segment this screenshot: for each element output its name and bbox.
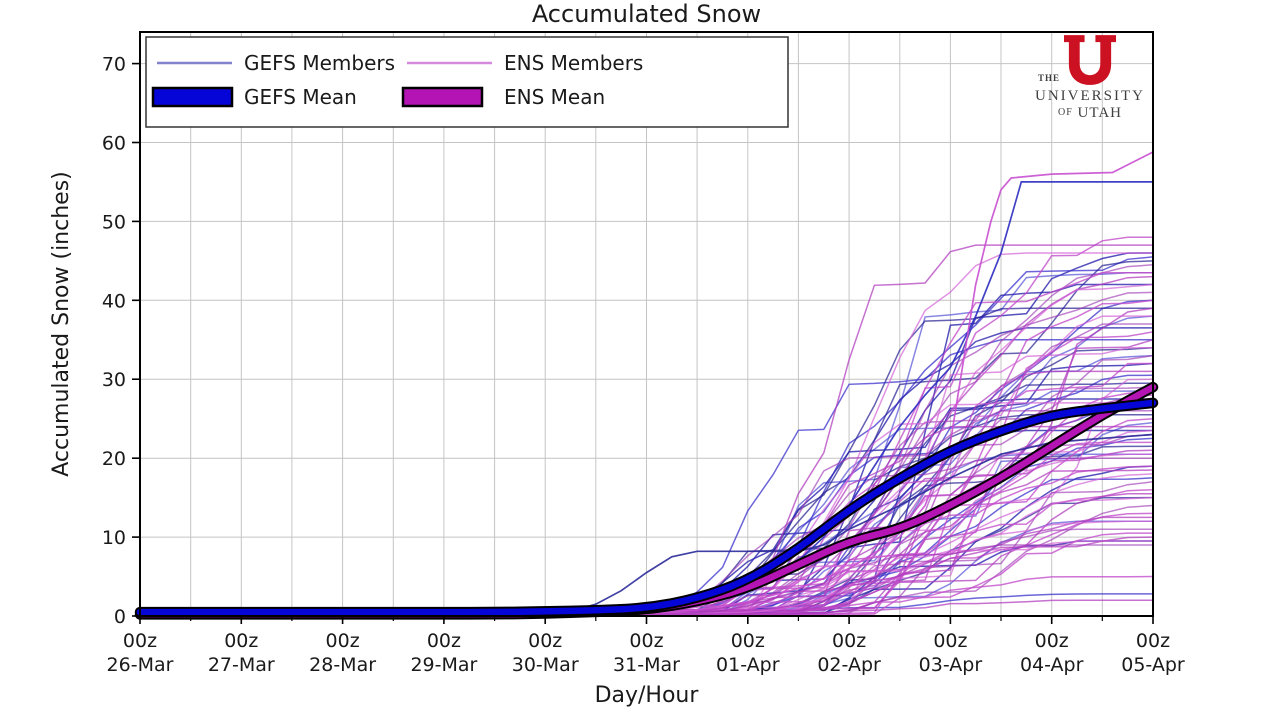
- legend-ens-mean-label: ENS Mean: [504, 85, 605, 109]
- logo-the-text: THE: [1037, 73, 1060, 83]
- y-tick-label: 60: [102, 133, 126, 155]
- utah-u-icon: [1064, 35, 1116, 85]
- x-tick-date-label: 29-Mar: [410, 654, 477, 676]
- y-tick-label: 30: [102, 369, 126, 391]
- x-tick-hour-label: 00z: [731, 630, 765, 652]
- logo-utah-text: UTAH: [1077, 105, 1122, 121]
- legend-box: [145, 36, 789, 128]
- y-tick-label: 70: [102, 54, 126, 76]
- x-axis-label: Day/Hour: [595, 683, 700, 708]
- y-tick-label: 20: [102, 448, 126, 470]
- logo-of-text: OF: [1057, 107, 1073, 118]
- x-tick-date-label: 28-Mar: [309, 654, 376, 676]
- x-tick-hour-label: 00z: [427, 630, 461, 652]
- gefs-member-line: [140, 433, 1154, 613]
- chart-title: Accumulated Snow: [532, 0, 761, 28]
- x-tick-date-label: 01-Apr: [716, 654, 780, 676]
- legend-ens-members-label: ENS Members: [504, 51, 643, 75]
- x-tick-hour-label: 00z: [326, 630, 360, 652]
- logo-university-text: UNIVERSITY: [1035, 88, 1145, 104]
- x-tick-date-label: 31-Mar: [613, 654, 680, 676]
- legend-ens-mean-swatch: [401, 86, 484, 108]
- x-tick-hour-label: 00z: [832, 630, 866, 652]
- utah-u-shape: [1064, 35, 1116, 85]
- logo-ofutah-text: OF UTAH: [1018, 105, 1162, 122]
- x-tick-date-label: 27-Mar: [208, 654, 275, 676]
- utah-logo: THE UNIVERSITY OF UTAH: [1018, 34, 1162, 122]
- y-tick-label: 40: [102, 290, 126, 312]
- x-tick-date-label: 03-Apr: [919, 654, 983, 676]
- x-tick-hour-label: 00z: [528, 630, 562, 652]
- logo-u-row: THE: [1018, 34, 1162, 86]
- x-tick-date-label: 04-Apr: [1020, 654, 1084, 676]
- legend-gefs-members-label: GEFS Members: [244, 51, 395, 75]
- y-tick-label: 0: [114, 606, 126, 628]
- x-tick-hour-label: 00z: [1035, 630, 1069, 652]
- x-tick-hour-label: 00z: [123, 630, 157, 652]
- legend-gefs-mean-swatch: [151, 86, 234, 108]
- x-tick-hour-label: 00z: [629, 630, 663, 652]
- y-tick-label: 50: [102, 211, 126, 233]
- ens-member-line: [140, 151, 1154, 615]
- x-tick-date-label: 05-Apr: [1121, 654, 1185, 676]
- legend-gefs-mean-label: GEFS Mean: [244, 85, 357, 109]
- x-tick-hour-label: 00z: [1136, 630, 1170, 652]
- y-axis-label: Accumulated Snow (inches): [49, 171, 74, 477]
- x-tick-hour-label: 00z: [933, 630, 967, 652]
- x-tick-date-label: 02-Apr: [817, 654, 881, 676]
- x-tick-hour-label: 00z: [224, 630, 258, 652]
- x-tick-date-label: 30-Mar: [512, 654, 579, 676]
- x-tick-date-label: 26-Mar: [107, 654, 174, 676]
- gefs-mean-line: [136, 399, 1157, 616]
- y-tick-label: 10: [102, 527, 126, 549]
